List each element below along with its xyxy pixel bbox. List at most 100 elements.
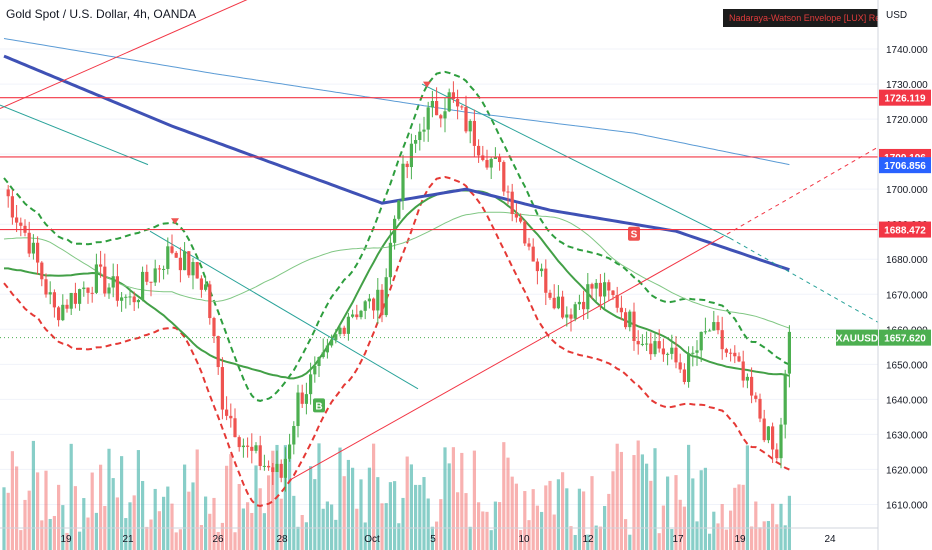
volume-bar [611,471,615,550]
candle-body [288,444,292,459]
candle-body [363,301,367,311]
ma-light-green [3,211,790,329]
volume-bar [225,465,229,550]
candle-body [481,155,485,161]
candle-body [414,140,418,144]
trendline-teal-1 [0,104,149,166]
candle-body [170,246,174,253]
candle-body [6,189,10,197]
candle-body [691,352,695,354]
volume-bar [695,521,699,550]
volume-bar [750,526,754,550]
candle-body [157,268,161,270]
x-tick-label: 19 [60,534,72,545]
candle-body [674,347,678,363]
candle-body [44,279,48,295]
y-tick-label: 1700.000 [886,185,928,196]
volume-bar [258,488,262,550]
volume-bar [670,529,674,550]
candle-body [464,106,468,132]
volume-bar [657,533,661,550]
candle-body [775,449,779,459]
currency-label: USD [886,10,907,21]
candle-body [342,327,346,334]
x-tick-label: 28 [276,534,288,545]
volume-bar [519,530,523,550]
volume-bar [237,484,241,550]
volume-bar [23,499,27,550]
candle-body [666,353,670,355]
y-tick-label: 1630.000 [886,430,928,441]
indicator-badge[interactable]: Nadaraya-Watson Envelope [LUX] Repaints [723,9,911,27]
candle-body [48,292,52,295]
volume-bar [783,525,787,550]
candle-body [237,437,241,448]
volume-bar [762,521,766,550]
candle-body [128,296,132,298]
volume-bar [468,526,472,550]
candle-body [212,318,216,337]
volume-bar [40,520,44,550]
price-tag-label: 1688.472 [884,226,926,237]
volume-bar [363,522,367,550]
candle-body [120,297,124,301]
candle-body [174,252,178,258]
volume-bar [451,447,455,550]
volume-bar [720,504,724,550]
sell-arrow-icon [171,218,179,225]
candle-body [69,292,73,309]
volume-bar [325,501,329,550]
trendline-teal-3 [421,83,731,239]
volume-bar [19,530,23,550]
trendline-teal-2 [149,230,419,390]
volume-bar [6,492,10,550]
volume-bar [384,503,388,550]
candle-body [695,350,699,353]
candle-body [225,409,229,416]
candle-body [573,304,577,319]
x-tick-label: Oct [364,534,380,545]
volume-bar [300,515,304,550]
candle-body [267,465,271,468]
envelope-lower [3,175,790,508]
candle-body [577,301,581,305]
x-tick-label: 21 [122,534,134,545]
volume-bar [351,467,355,550]
volume-bar [703,467,707,550]
candle-body [624,312,628,328]
volume-bar [246,502,250,550]
candle-body [430,100,434,108]
candle-body [653,341,657,355]
candle-body [426,107,430,130]
trendline-red-extension [719,146,879,239]
volume-bar [414,484,418,550]
volume-bar [27,490,31,550]
price-tag [879,89,931,106]
volume-bar [317,443,321,550]
candle-body [162,268,166,270]
volume-bar [540,511,544,550]
candle-body [296,392,300,427]
volume-bar [426,498,430,550]
candle-body [603,282,607,297]
candle-body [124,296,128,298]
volume-bar [699,470,703,550]
volume-bar [15,466,19,550]
volume-bar [187,491,191,550]
volume-bar [556,479,560,550]
candle-body [82,287,86,290]
volume-bar [649,480,653,550]
candle-body [619,307,623,313]
candle-body [27,232,31,254]
volume-bar [31,440,35,550]
trendline-teal-extension [729,237,879,323]
candle-body [678,362,682,370]
candle-body [716,322,720,331]
candle-body [712,322,716,331]
candle-body [657,341,661,349]
ma-green [4,189,790,380]
volume-bar [573,534,577,550]
volume-bar [107,448,111,550]
volume-bar [447,463,451,550]
